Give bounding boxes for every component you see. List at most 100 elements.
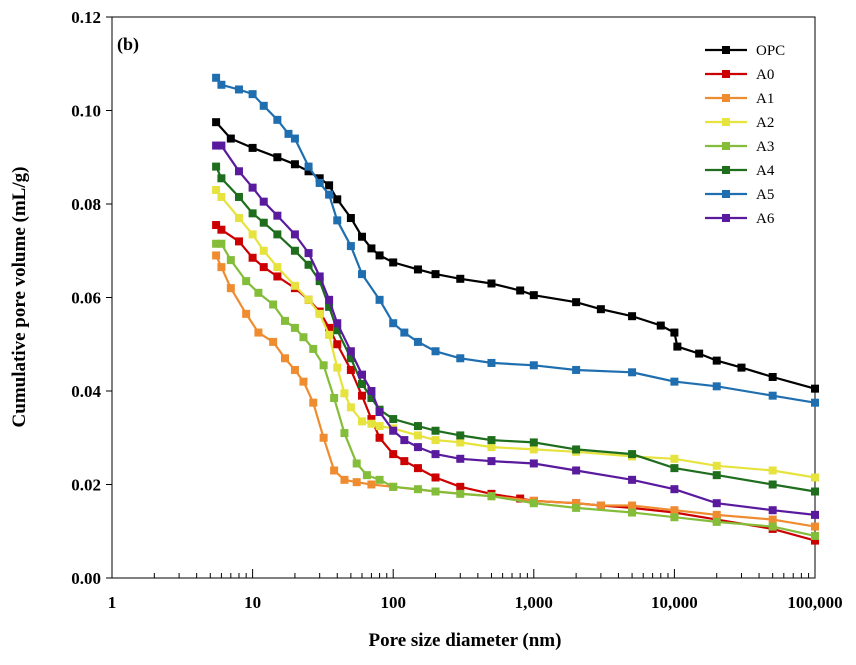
data-point-a5 [456, 354, 465, 363]
legend-label: A5 [756, 187, 774, 203]
data-point-a4 [456, 431, 465, 440]
data-point-a6 [259, 197, 268, 206]
data-point-a3 [217, 239, 226, 248]
data-point-a1 [367, 480, 376, 489]
data-point-a1 [712, 510, 721, 519]
legend-label: A1 [756, 91, 774, 107]
data-point-a4 [325, 302, 334, 311]
data-point-a1 [670, 506, 679, 515]
data-point-a3 [281, 316, 290, 325]
data-point-a5 [572, 365, 581, 374]
data-point-a3 [290, 323, 299, 332]
data-point-a2 [375, 422, 384, 431]
data-point-opc [529, 291, 538, 300]
data-point-a6 [670, 485, 679, 494]
data-point-a1 [811, 522, 819, 531]
data-point-opc [346, 214, 355, 223]
data-point-opc [226, 134, 235, 143]
legend-swatch-marker [722, 94, 730, 102]
data-point-a6 [529, 459, 538, 468]
data-point-a1 [226, 284, 235, 293]
data-point-a0 [325, 323, 334, 332]
data-point-a2 [811, 473, 819, 482]
data-point-a6 [248, 183, 257, 192]
data-point-opc [333, 195, 342, 204]
data-point-a0 [811, 536, 819, 545]
data-point-a6 [333, 319, 342, 328]
data-point-a1 [330, 466, 339, 475]
series-a5 [212, 73, 819, 407]
data-point-a3 [670, 513, 679, 522]
data-point-a2 [259, 246, 268, 255]
data-point-a4 [212, 162, 221, 171]
legend-swatch-marker [722, 190, 730, 198]
data-point-a5 [375, 295, 384, 304]
data-point-a4 [259, 218, 268, 227]
data-point-a1 [254, 328, 263, 337]
legend-swatch-marker [722, 118, 730, 126]
y-tick-label: 0.04 [71, 382, 101, 401]
data-point-a6 [628, 475, 637, 484]
data-point-a5 [628, 368, 637, 377]
y-axis: 0.00 0.02 0.04 0.06 0.08 0.10 0.12 [71, 8, 112, 588]
y-axis-title: Cumulative pore volume (mL/g) [9, 167, 30, 428]
data-point-a6 [811, 510, 819, 519]
data-point-a6 [768, 506, 777, 515]
data-point-a6 [375, 408, 384, 417]
data-point-a2 [273, 263, 282, 272]
y-tick-label: 0.06 [71, 289, 101, 308]
data-point-a6 [325, 295, 334, 304]
data-point-a4 [248, 209, 257, 218]
data-point-a3 [487, 492, 496, 501]
data-point-a0 [217, 225, 226, 234]
data-point-a4 [217, 174, 226, 183]
series-layer [212, 73, 819, 545]
data-point-opc [290, 160, 299, 169]
data-point-a5 [346, 242, 355, 251]
legend-item-a1: A1 [705, 91, 774, 107]
data-point-a6 [212, 141, 221, 150]
data-point-a4 [712, 471, 721, 480]
data-point-a3 [413, 485, 422, 494]
panel-label: (b) [117, 34, 139, 55]
data-point-a3 [529, 499, 538, 508]
data-point-a3 [456, 489, 465, 498]
data-point-opc [768, 372, 777, 381]
data-point-a2 [340, 389, 349, 398]
legend-label: A0 [756, 67, 774, 83]
data-point-a6 [456, 454, 465, 463]
data-point-a3 [269, 300, 278, 309]
data-point-a5 [248, 90, 257, 99]
data-point-opc [273, 153, 282, 162]
data-point-a6 [400, 436, 409, 445]
data-point-a5 [212, 73, 221, 82]
data-point-a0 [248, 253, 257, 262]
data-point-a0 [400, 457, 409, 466]
data-point-a2 [529, 445, 538, 454]
x-tick-label: 1,000 [515, 593, 553, 612]
data-point-a3 [362, 471, 371, 480]
legend-label: A2 [756, 115, 774, 131]
legend-swatch-marker [722, 166, 730, 174]
series-opc [212, 118, 819, 393]
data-point-a4 [389, 415, 398, 424]
data-point-a6 [358, 370, 367, 379]
data-point-a1 [572, 499, 581, 508]
data-point-a1 [596, 501, 605, 510]
data-point-a4 [367, 394, 376, 403]
data-point-a1 [290, 365, 299, 374]
legend-swatch-marker [722, 142, 730, 150]
series-line-a2 [215, 189, 816, 479]
data-point-a6 [431, 450, 440, 459]
data-point-a0 [259, 263, 268, 272]
data-point-a3 [431, 487, 440, 496]
data-point-a1 [352, 478, 361, 487]
data-point-a5 [284, 129, 293, 138]
legend-item-a6: A6 [705, 211, 775, 227]
data-point-a2 [304, 295, 313, 304]
series-a6 [212, 141, 819, 519]
data-point-a2 [248, 230, 257, 239]
data-point-a1 [269, 337, 278, 346]
data-point-a0 [333, 340, 342, 349]
